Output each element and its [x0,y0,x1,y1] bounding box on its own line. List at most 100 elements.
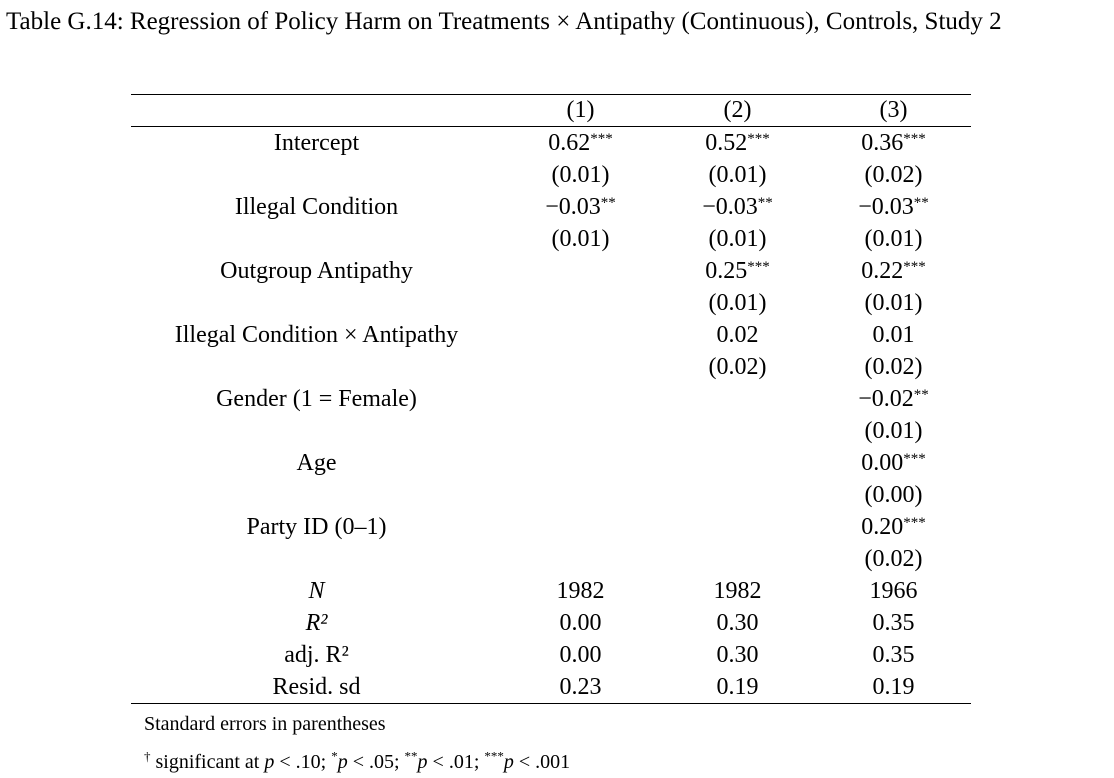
row-label: Gender (1 = Female) [216,386,417,412]
cell-model-3: (0.01) [816,223,971,255]
stat-row: R² 0.00 0.30 0.35 [131,607,971,639]
cell-value: (0.00) [864,482,923,508]
cell-value: −0.03 [545,194,601,220]
cell-value: 0.62 [548,130,591,156]
se-row: (0.01) [131,415,971,447]
row-label: Age [296,450,337,476]
significance-stars: *** [903,131,926,147]
coef-row: Age 0.00*** [131,447,971,479]
cell-model-2: −0.03** [659,191,816,223]
stat-label: adj. R² [284,642,349,668]
cell-model-3: 0.36*** [816,127,971,160]
cell-value: −0.02 [858,386,914,412]
cell-model-2 [659,447,816,479]
se-row: (0.01) (0.01) (0.01) [131,223,971,255]
row-label: Outgroup Antipathy [220,258,413,284]
stat-value-model-2: 0.30 [716,642,759,668]
cell-model-3: (0.02) [816,159,971,191]
cell-model-1: (0.01) [502,223,659,255]
row-label [131,287,502,319]
coef-row: Party ID (0–1) 0.20*** [131,511,971,543]
significance-stars: ** [757,195,773,211]
cell-model-1 [502,319,659,351]
cell-model-2: (0.01) [659,159,816,191]
stat-value-model-1: 0.00 [559,642,602,668]
row-label [131,351,502,383]
significance-stars: *** [590,131,613,147]
stat-row: Resid. sd 0.23 0.19 0.19 [131,671,971,703]
cell-model-2: (0.01) [659,223,816,255]
row-label: Party ID (0–1) [246,514,387,540]
cell-value: (0.01) [708,226,767,252]
cell-value: (0.01) [708,162,767,188]
cell-model-2 [659,383,816,415]
stat-label: Resid. sd [272,674,361,700]
cell-model-2 [659,511,816,543]
cell-model-1: (0.01) [502,159,659,191]
stat-label: N [308,578,325,604]
stat-value-model-3: 0.35 [872,610,915,636]
cell-model-3: 0.01 [816,319,971,351]
cell-model-2 [659,415,816,447]
significance-stars: ** [913,387,929,403]
row-label [131,223,502,255]
significance-stars: *** [747,131,770,147]
cell-value: 0.00 [861,450,904,476]
cell-model-3: (0.02) [816,351,971,383]
bottom-rule [131,703,971,704]
cell-value: (0.02) [864,354,923,380]
cell-model-1 [502,351,659,383]
cell-value: (0.02) [864,546,923,572]
cell-model-3: (0.02) [816,543,971,575]
regression-table: (1) (2) (3) Intercept 0.62*** 0.52*** 0.36*… [131,95,971,703]
cell-value: 0.36 [861,130,904,156]
cell-value: 0.01 [872,322,915,348]
coef-row: Intercept 0.62*** 0.52*** 0.36*** [131,127,971,160]
row-label [131,543,502,575]
cell-model-3: 0.00*** [816,447,971,479]
column-header-3: (3) [816,95,971,127]
stat-value-model-1: 0.00 [559,610,602,636]
row-label: Illegal Condition × Antipathy [174,322,459,348]
coef-row: Outgroup Antipathy 0.25*** 0.22*** [131,255,971,287]
stat-value-model-3: 1966 [869,578,918,604]
cell-model-1 [502,511,659,543]
row-label: Illegal Condition [234,194,399,220]
cell-model-2: 0.52*** [659,127,816,160]
coef-row: Gender (1 = Female) −0.02** [131,383,971,415]
cell-value: (0.01) [551,226,610,252]
stat-value-model-3: 0.19 [872,674,915,700]
stat-value-model-1: 1982 [556,578,605,604]
cell-model-3: (0.01) [816,415,971,447]
cell-model-1 [502,447,659,479]
se-row: (0.02) (0.02) [131,351,971,383]
significance-stars: *** [903,451,926,467]
se-row: (0.00) [131,479,971,511]
cell-model-1 [502,543,659,575]
cell-value: 0.02 [716,322,759,348]
notes-line-standard-errors: Standard errors in parentheses [144,713,386,735]
cell-model-1 [502,383,659,415]
cell-value: −0.03 [858,194,914,220]
cell-value: (0.01) [864,418,923,444]
significance-stars: *** [903,515,926,531]
cell-model-3: −0.02** [816,383,971,415]
cell-value: 0.20 [861,514,904,540]
cell-model-1 [502,479,659,511]
cell-value: (0.01) [864,226,923,252]
table-notes: Standard errors in parentheses † signifi… [131,708,971,778]
cell-model-2: 0.02 [659,319,816,351]
column-header-1: (1) [502,95,659,127]
stat-value-model-2: 0.19 [716,674,759,700]
se-row: (0.01) (0.01) [131,287,971,319]
significance-stars: ** [913,195,929,211]
cell-model-3: (0.01) [816,287,971,319]
cell-model-1 [502,415,659,447]
cell-model-3: 0.22*** [816,255,971,287]
row-label [131,415,502,447]
cell-model-3: −0.03** [816,191,971,223]
cell-model-3: (0.00) [816,479,971,511]
stat-label: R² [305,610,328,636]
cell-value: 0.25 [705,258,748,284]
cell-model-1: −0.03** [502,191,659,223]
